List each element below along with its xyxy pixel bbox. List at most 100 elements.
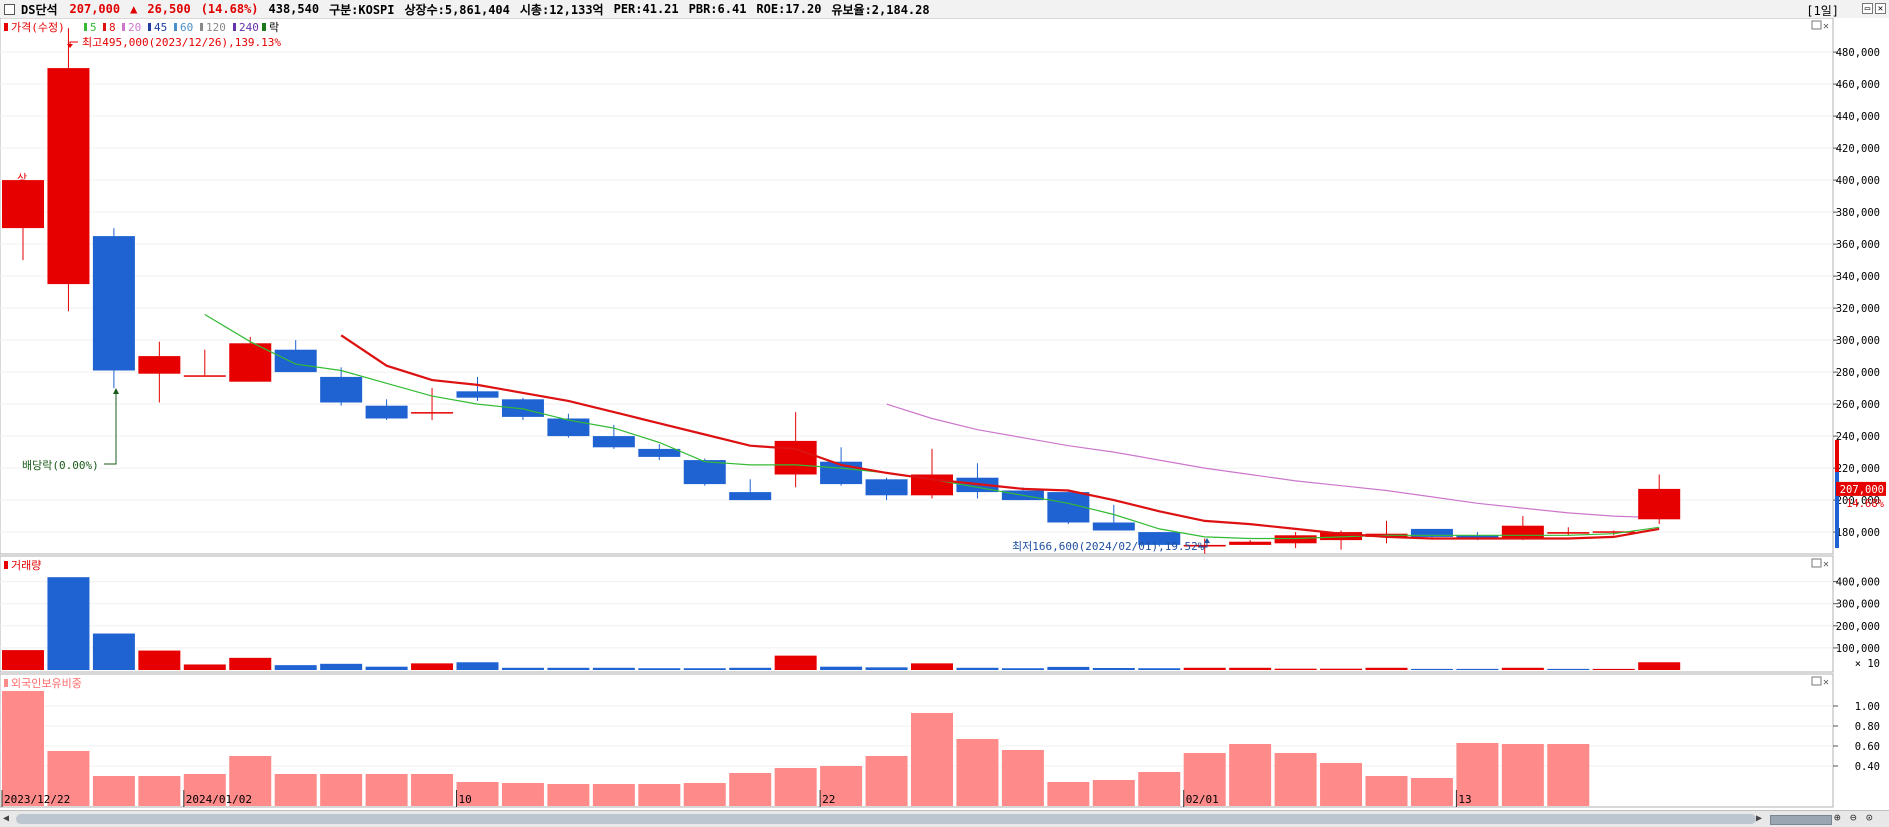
ma20-line [886,403,1660,519]
volume-bar [1274,668,1317,670]
volume-bar [1047,666,1090,670]
volume-bar [2,650,44,670]
foreign-bar [820,766,863,806]
select-checkbox[interactable] [4,3,15,15]
volume-bar [1183,667,1226,670]
volume-bar [183,664,226,670]
foreign-bar [1183,753,1226,806]
period-selector[interactable]: [1일] [1806,4,1839,18]
candle-body [865,479,908,496]
candle-body [638,448,681,457]
foreign-bars [2,691,1590,806]
volume-y-tick-label: 300,000 [1836,599,1880,611]
price-legend-label: 가격(수정) [11,21,65,34]
volume-bar [1138,668,1181,670]
close-icon[interactable]: ✕ [1875,3,1886,14]
ma-legend-label: 120 [206,21,226,34]
candle-body [1274,535,1317,544]
candle-body [1592,531,1635,533]
foreign-y-axis: 0.40 0.60 0.80 1.00 [1833,701,1880,773]
ma-legend-swatch [122,23,125,31]
price-panel-maximize-icon[interactable] [1811,20,1822,30]
ma-legend-label: 45 [154,21,167,34]
scroll-left-icon[interactable]: ◀ [3,813,10,824]
foreign-y-tick-label: 1.00 [1855,701,1880,713]
price-y-tick-label: 380,000 [1836,207,1880,219]
volume-bar [547,667,590,670]
candle-body [1456,535,1499,539]
volume-bar [138,650,181,670]
zoom-slider[interactable] [1770,815,1832,825]
horizontal-scrollbar[interactable]: ◀ ▶ ⊕ ⊖ ⊙ [0,810,1889,827]
price-y-tick-label: 340,000 [1836,271,1880,283]
candle-body [592,436,635,448]
foreign-bar [865,756,908,806]
foreign-bar [1138,772,1181,806]
foreign-bar [411,774,454,806]
x-axis: 2023/12/22 2024/01/02 10 22 02/01 13 [1,790,1472,807]
volume-panel-maximize-icon[interactable] [1811,558,1822,568]
foreign-bar [1320,763,1363,806]
current-price: 207,000 [69,2,121,16]
price-y-tick-label: 200,000 [1836,495,1880,507]
foreign-bar [274,774,317,806]
foreign-panel-close-icon[interactable]: ✕ [1823,677,1829,688]
candle-body [229,343,272,382]
foreign-bar [1001,750,1044,806]
foreign-bar [229,756,272,806]
current-price-label: 207,000 [1840,484,1884,496]
ma-legend-swatch [103,23,106,31]
scroll-right-icon[interactable]: ▶ [1756,813,1763,824]
candle-body [183,375,226,377]
candle-body [456,391,499,398]
zoom-out-icon[interactable]: ⊖ [1850,811,1857,824]
zoom-reset-icon[interactable]: ⊙ [1866,811,1873,824]
volume-y-axis: 100,000 200,000 300,000 400,000 [1833,577,1880,655]
ma-legend-label: 240 [239,21,259,34]
price-panel-close-icon[interactable]: ✕ [1823,21,1829,32]
price-y-axis: 180,000 200,000 220,000 240,000 260,000 280,0… [1833,47,1880,539]
stock-name[interactable]: DS단석 [21,2,58,17]
foreign-bar [956,739,999,806]
scroll-track[interactable] [16,814,1756,824]
volume-bar [956,667,999,670]
x-axis-label: 10 [459,793,472,806]
volume-bar [820,666,863,670]
foreign-bar [320,774,363,806]
ma-legend-swatch [200,23,203,31]
price-y-tick-label: 440,000 [1836,111,1880,123]
foreign-bar [456,782,499,806]
candle-body [92,236,135,371]
candle-body [2,180,44,229]
volume-bar [865,667,908,670]
low-annotation-text: 최저166,600(2024/02/01),19.52% [1012,540,1205,553]
candle-body [365,405,408,419]
volume-y-tick-label: 100,000 [1836,643,1880,655]
scroll-thumb[interactable] [16,814,1756,824]
candle-body [729,492,772,501]
roe-value: ROE:17.20 [756,2,822,16]
chart-area[interactable]: 180,000 200,000 220,000 240,000 260,000 280,0… [0,18,1889,810]
foreign-bar [774,768,817,806]
foreign-y-tick-label: 0.80 [1855,721,1880,733]
volume-title: 거래량 [11,559,41,572]
ma-legend-swatch [174,23,177,31]
volume-bar [774,655,817,670]
zoom-in-icon[interactable]: ⊕ [1834,811,1841,824]
dividend-text: 배당락(0.00%) [22,459,99,472]
price-legend: 가격(수정) 5 8 20 45 60 120 240 락 [4,21,279,34]
candle-body [1183,544,1226,547]
volume-panel-close-icon[interactable]: ✕ [1823,559,1829,570]
volume-bar [1501,667,1544,670]
price-y-tick-label: 300,000 [1836,335,1880,347]
volume-bar [1592,668,1635,670]
candle-body [774,440,817,475]
foreign-bar [1547,744,1590,806]
foreign-bar [183,774,226,806]
ma-legend[interactable]: 5 8 20 45 60 120 240 [84,21,259,34]
low-annotation: 최저166,600(2024/02/01),19.52% [1012,538,1210,553]
candle-body [547,418,590,437]
foreign-panel-maximize-icon[interactable] [1811,676,1822,686]
candle-body [138,356,181,374]
maximize-icon[interactable]: ▭ [1862,3,1873,14]
